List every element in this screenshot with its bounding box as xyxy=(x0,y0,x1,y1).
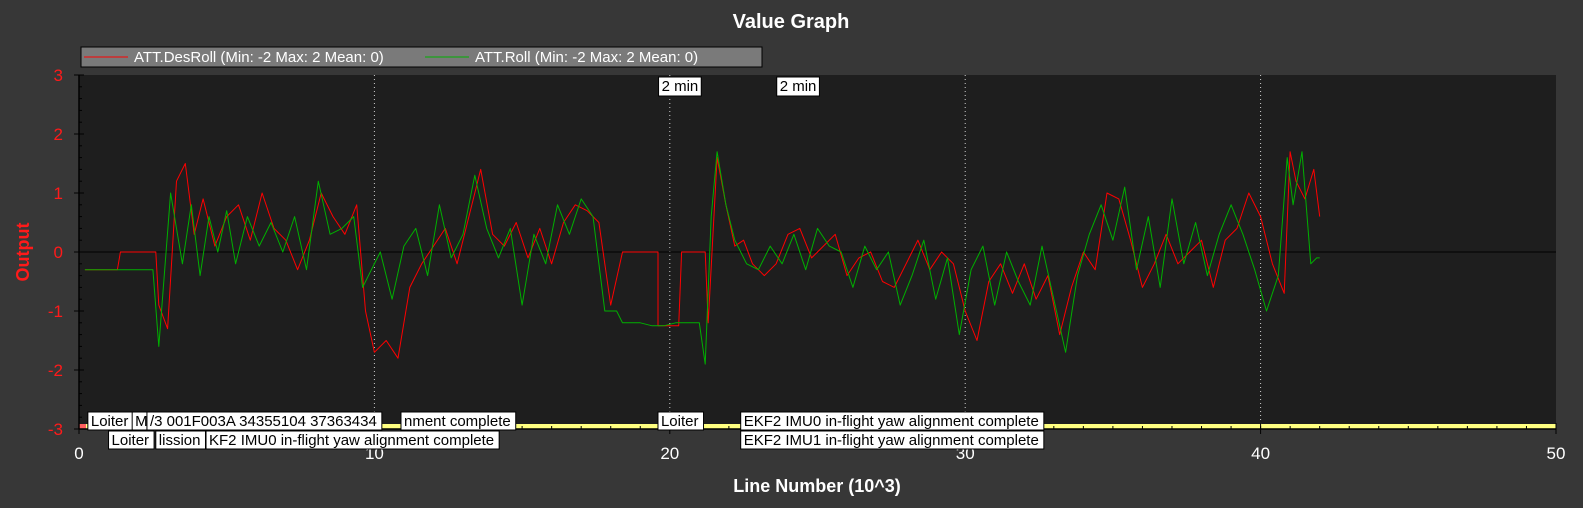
event-label: Loiter xyxy=(87,411,134,431)
event-labels: Loiter M/3 001F003A 34355104 37363434 nmen… xyxy=(87,411,1045,450)
event-label-text: EKF2 IMU1 in-flight yaw alignment comple… xyxy=(744,432,1039,449)
event-label: EKF2 IMU1 in-flight yaw alignment comple… xyxy=(740,430,1045,450)
y-tick-label: -1 xyxy=(48,302,63,321)
event-label-box xyxy=(155,430,206,450)
legend[interactable]: ATT.DesRoll (Min: -2 Max: 2 Mean: 0) ATT… xyxy=(80,46,763,68)
y-tick-label: 2 xyxy=(54,125,63,144)
event-bar-start-marker xyxy=(79,424,86,429)
event-label-text: Loiter xyxy=(661,413,699,430)
y-tick-label: 0 xyxy=(54,243,63,262)
time-labels: 2 min 2 min xyxy=(658,76,820,97)
y-tick-label: 3 xyxy=(54,66,63,85)
event-label-text: M xyxy=(135,413,148,430)
chart-title: Value Graph xyxy=(733,11,850,33)
time-label-box xyxy=(658,76,702,97)
x-tick-label: 40 xyxy=(1251,444,1270,463)
legend-box xyxy=(80,46,763,68)
event-label-box xyxy=(205,430,500,450)
event-label-box xyxy=(740,411,1045,431)
legend-label-desroll: ATT.DesRoll (Min: -2 Max: 2 Mean: 0) xyxy=(134,49,384,66)
event-label-box xyxy=(657,411,705,431)
y-tick-label: -2 xyxy=(48,361,63,380)
series-lines xyxy=(84,151,1321,365)
y-axis-label: Output xyxy=(13,223,33,282)
event-label-text: lission xyxy=(159,432,201,449)
event-label-text: KF2 IMU0 in-flight yaw alignment complet… xyxy=(209,432,494,449)
event-label-text: Loiter xyxy=(91,413,129,430)
time-label-box xyxy=(776,76,820,97)
time-label: 2 min xyxy=(658,76,702,97)
time-label-text: 2 min xyxy=(780,78,817,95)
event-label-box xyxy=(108,430,155,450)
time-label-text: 2 min xyxy=(662,78,699,95)
event-label: nment complete xyxy=(400,411,517,431)
event-label-text: /3 001F003A 34355104 37363434 xyxy=(150,413,377,430)
event-label: Loiter xyxy=(108,430,155,450)
time-label: 2 min xyxy=(776,76,820,97)
event-label-text: Loiter xyxy=(112,432,150,449)
x-tick-label: 0 xyxy=(74,444,83,463)
event-label-box xyxy=(740,430,1045,450)
series-line-1 xyxy=(84,151,1320,365)
x-axis-label: Line Number (10^3) xyxy=(733,476,901,496)
event-label: Loiter xyxy=(657,411,705,431)
series-line-0 xyxy=(84,151,1321,359)
y-tick-label: 1 xyxy=(54,184,63,203)
event-label-text: nment complete xyxy=(404,413,511,430)
event-label: KF2 IMU0 in-flight yaw alignment complet… xyxy=(205,430,500,450)
x-tick-label: 50 xyxy=(1547,444,1566,463)
y-tick-label: -3 xyxy=(48,420,63,439)
event-label-box xyxy=(146,411,383,431)
x-tick-label: 20 xyxy=(660,444,679,463)
legend-label-roll: ATT.Roll (Min: -2 Max: 2 Mean: 0) xyxy=(475,49,698,66)
event-label: EKF2 IMU0 in-flight yaw alignment comple… xyxy=(740,411,1045,431)
event-label: /3 001F003A 34355104 37363434 xyxy=(146,411,383,431)
event-label: lission xyxy=(155,430,206,450)
event-label-text: EKF2 IMU0 in-flight yaw alignment comple… xyxy=(744,413,1039,430)
event-label-box xyxy=(400,411,517,431)
